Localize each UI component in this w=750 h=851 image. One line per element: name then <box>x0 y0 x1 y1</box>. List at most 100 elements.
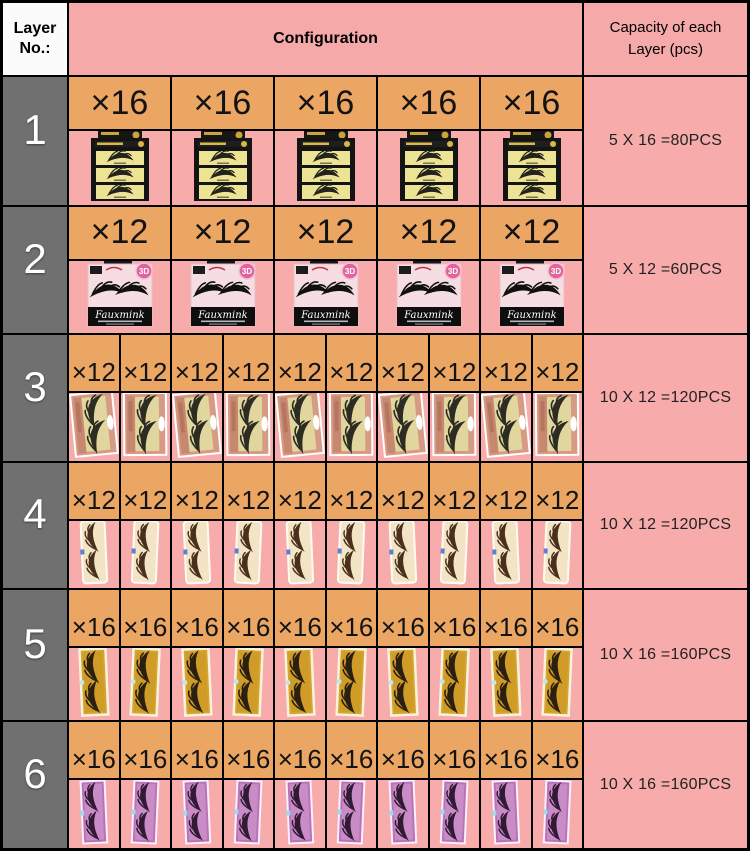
multiplier-cell: ×16 <box>223 722 273 779</box>
config-area-layer-6: ×16 ×16 ×16 <box>69 722 582 849</box>
multiplier-cell: ×16 <box>378 77 479 129</box>
product-image-wrapper <box>327 392 377 461</box>
multiplier-cell: ×16 <box>378 722 428 779</box>
config-column: ×12 <box>69 334 119 461</box>
capacity-cell-layer-4: 10 X 12 =120PCS <box>584 462 747 589</box>
product-image-purple-pack <box>285 780 315 845</box>
svg-text:Fauxmink: Fauxmink <box>300 310 350 321</box>
product-image-rose-box <box>275 392 325 459</box>
config-column: ×16 <box>275 77 376 205</box>
multiplier-cell: ×12 <box>69 206 170 259</box>
product-cell <box>275 392 325 461</box>
product-image-gold-pack <box>489 648 522 717</box>
product-image-wrapper <box>489 780 522 848</box>
multiplier-cell: ×16 <box>69 77 170 129</box>
multiplier-cell: ×16 <box>429 590 479 647</box>
product-image-wrapper <box>232 520 265 589</box>
product-image-wrapper <box>436 648 473 720</box>
multiplier-cell: ×12 <box>120 462 170 519</box>
product-image-purple-pack <box>130 780 160 845</box>
product-cell: 3D Fauxmink <box>172 260 273 333</box>
multiplier-cell: ×12 <box>481 334 531 391</box>
product-image-wrapper <box>481 392 531 461</box>
product-image-fauxmink-box: 3D Fauxmink <box>87 260 153 327</box>
product-image-wrapper <box>172 392 222 461</box>
config-column: ×16 <box>120 722 170 849</box>
config-column: ×12 3D Fauxmink <box>69 206 170 333</box>
multiplier-cell: ×12 <box>69 334 119 391</box>
layer-row-4: 4 ×12 ×12 ×12 ×12 <box>3 462 747 589</box>
product-image-wrapper <box>232 780 265 848</box>
config-column: ×16 <box>481 590 531 721</box>
multiplier-cell: ×16 <box>69 722 119 779</box>
product-cell <box>481 780 531 849</box>
product-image-wrapper: 3D Fauxmink <box>86 260 154 333</box>
product-image-gold-pack <box>180 648 213 717</box>
product-image-wrapper <box>541 780 574 848</box>
product-cell <box>532 780 582 849</box>
config-column: ×16 <box>429 590 479 721</box>
product-image-wrapper <box>533 392 583 461</box>
config-column: ×16 <box>120 590 170 721</box>
product-image-cream-pack <box>234 520 263 585</box>
product-image-cream-pack <box>388 520 417 585</box>
config-column: ×16 <box>172 590 222 721</box>
multiplier-cell: ×16 <box>532 590 582 647</box>
product-cell <box>172 780 222 849</box>
config-column: ×16 <box>532 722 582 849</box>
config-column: ×12 <box>172 462 222 589</box>
config-column: ×16 <box>69 722 119 849</box>
multiplier-cell: ×12 <box>172 462 222 519</box>
layer-number-3: 3 <box>3 334 67 461</box>
svg-text:3D: 3D <box>344 267 354 276</box>
layer-number-4: 4 <box>3 462 67 589</box>
product-image-purple-pack <box>439 780 469 845</box>
product-image-fauxmink-box: 3D Fauxmink <box>499 260 565 327</box>
config-column: ×16 <box>378 590 428 721</box>
config-column: ×16 <box>378 77 479 205</box>
layer-rows-container: 1 ×16 ×16 <box>3 77 747 849</box>
product-cell <box>378 392 428 461</box>
product-image-wrapper <box>378 392 428 461</box>
product-image-black-tray <box>296 131 355 202</box>
multiplier-cell: ×16 <box>532 722 582 779</box>
multiplier-cell: ×16 <box>172 77 273 129</box>
config-column: ×16 <box>69 77 170 205</box>
multiplier-cell: ×12 <box>172 206 273 259</box>
product-image-rose-box <box>226 392 271 457</box>
product-cell <box>120 648 170 721</box>
header-layer-no: Layer No.: <box>3 3 67 75</box>
product-cell <box>378 131 479 205</box>
product-image-gold-pack <box>129 648 162 717</box>
config-column: ×16 <box>532 590 582 721</box>
config-column: ×16 <box>326 590 376 721</box>
header-capacity-line2: Layer (pcs) <box>627 41 704 58</box>
svg-text:3D: 3D <box>241 267 251 276</box>
config-area-layer-1: ×16 ×16 <box>69 77 582 205</box>
product-cell: 3D Fauxmink <box>481 260 582 333</box>
layer-row-3: 3 ×12 ×12 <box>3 334 747 461</box>
product-image-rose-box <box>432 392 477 457</box>
config-column: ×12 <box>275 462 325 589</box>
product-image-rose-box <box>535 392 580 457</box>
product-image-wrapper <box>541 520 574 589</box>
config-column: ×12 <box>275 334 325 461</box>
product-cell <box>378 648 428 721</box>
product-image-wrapper <box>502 131 562 205</box>
multiplier-cell: ×12 <box>172 334 222 391</box>
product-image-cream-pack <box>131 520 160 585</box>
multiplier-cell: ×12 <box>378 334 428 391</box>
product-image-wrapper <box>77 520 110 589</box>
product-cell <box>481 520 531 589</box>
config-area-layer-4: ×12 ×12 ×12 ×12 <box>69 462 582 589</box>
config-column: ×12 3D Fauxmink <box>378 206 479 333</box>
product-image-rose-box <box>123 392 168 457</box>
header-capacity-line1: Capacity of each <box>609 18 722 36</box>
product-image-wrapper <box>335 780 368 848</box>
multiplier-cell: ×12 <box>326 334 376 391</box>
product-image-wrapper <box>230 648 267 720</box>
multiplier-cell: ×16 <box>481 722 531 779</box>
product-image-wrapper <box>283 520 316 589</box>
product-cell <box>172 520 222 589</box>
